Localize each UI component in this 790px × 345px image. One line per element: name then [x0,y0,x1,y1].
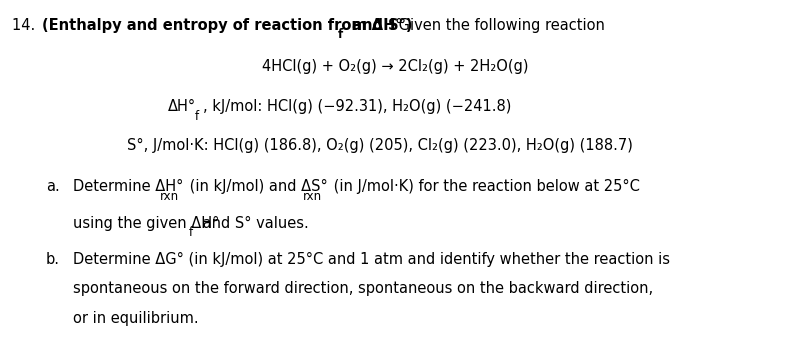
Text: f: f [189,226,193,239]
Text: Determine ΔG° (in kJ/mol) at 25°C and 1 atm and identify whether the reaction is: Determine ΔG° (in kJ/mol) at 25°C and 1 … [73,252,670,267]
Text: rxn: rxn [303,190,322,203]
Text: S°, J/mol·K: HCl(g) (186.8), O₂(g) (205), Cl₂(g) (223.0), H₂O(g) (188.7): S°, J/mol·K: HCl(g) (186.8), O₂(g) (205)… [127,138,633,153]
Text: , kJ/mol: HCl(g) (−92.31), H₂O(g) (−241.8): , kJ/mol: HCl(g) (−92.31), H₂O(g) (−241.… [203,99,511,114]
Text: (in kJ/mol) and ΔS°: (in kJ/mol) and ΔS° [185,179,328,195]
Text: b.: b. [46,252,60,267]
Text: 4HCl(g) + O₂(g) → 2Cl₂(g) + 2H₂O(g): 4HCl(g) + O₂(g) → 2Cl₂(g) + 2H₂O(g) [261,59,529,73]
Text: f: f [194,110,198,123]
Text: ΔH°: ΔH° [167,99,196,114]
Text: and S°): and S°) [347,18,412,33]
Text: or in equilibrium.: or in equilibrium. [73,310,198,325]
Text: (Enthalpy and entropy of reaction from ΔH°: (Enthalpy and entropy of reaction from Δ… [42,18,402,33]
Text: and S° values.: and S° values. [198,216,309,230]
Text: using the given ΔH°: using the given ΔH° [73,216,219,231]
Text: (in J/mol·K) for the reaction below at 25°C: (in J/mol·K) for the reaction below at 2… [329,179,640,195]
Text: f: f [337,28,343,41]
Text: rxn: rxn [160,190,179,203]
Text: Determine ΔH°: Determine ΔH° [73,179,183,194]
Text: spontaneous on the forward direction, spontaneous on the backward direction,: spontaneous on the forward direction, sp… [73,281,653,296]
Text: 14.: 14. [12,18,40,33]
Text: a.: a. [46,179,59,194]
Text: Given the following reaction: Given the following reaction [394,18,605,33]
